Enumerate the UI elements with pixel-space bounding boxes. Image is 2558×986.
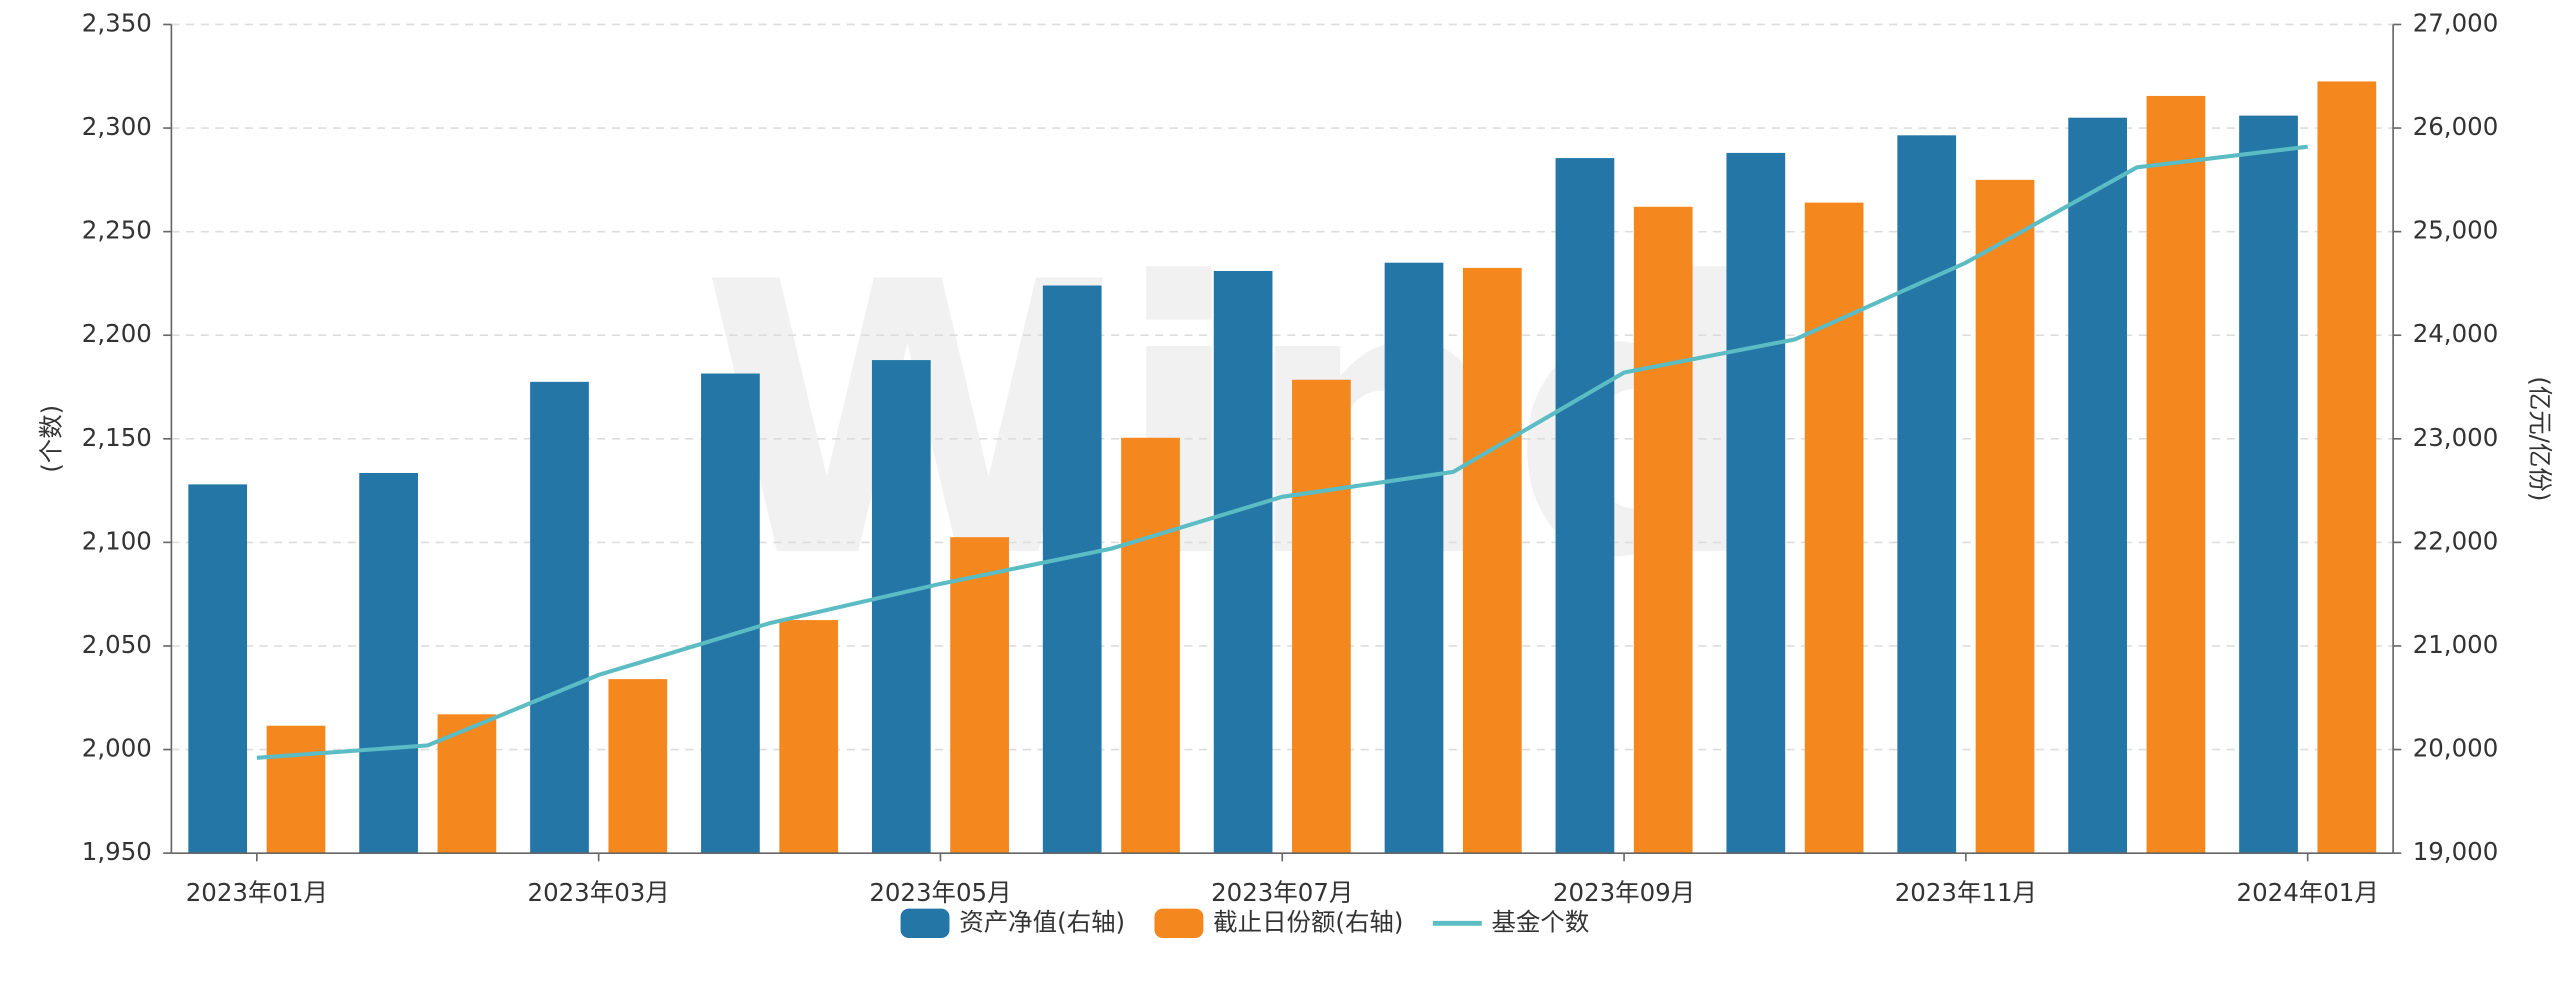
bar <box>871 360 931 854</box>
x-tick-label: 2023年07月 <box>1211 878 1353 907</box>
bar <box>2239 115 2298 854</box>
bar <box>1726 152 1786 854</box>
legend-swatch <box>1154 908 1204 938</box>
bar <box>359 472 418 854</box>
y-tick-label: 2,100 <box>82 526 152 555</box>
bar <box>1462 267 1522 854</box>
y-tick-label: 2,150 <box>82 423 152 452</box>
bar <box>1042 285 1102 854</box>
x-tick-label: 2023年05月 <box>869 878 1011 907</box>
legend-swatch <box>900 908 950 938</box>
bar <box>2317 81 2377 854</box>
bar <box>2068 117 2127 854</box>
y-tick-label: 2,300 <box>82 112 152 141</box>
x-tick-label: 2023年09月 <box>1553 878 1695 907</box>
bar <box>608 679 668 854</box>
bar <box>1897 135 1957 854</box>
y-tick-label: 2,200 <box>82 319 152 348</box>
bar <box>779 620 839 854</box>
bar <box>950 537 1009 854</box>
y2-tick-label: 21,000 <box>2413 630 2499 659</box>
bar <box>437 714 497 854</box>
bar <box>1213 270 1273 854</box>
y2-tick-label: 19,000 <box>2413 837 2499 866</box>
bar <box>701 373 760 854</box>
y2-tick-label: 25,000 <box>2413 216 2499 245</box>
y-tick-label: 1,950 <box>82 837 152 866</box>
y-tick-label: 2,000 <box>82 734 152 763</box>
bar <box>266 725 326 854</box>
x-tick-label: 2024年01月 <box>2237 878 2379 907</box>
legend-label: 资产净值(右轴) <box>959 907 1125 936</box>
bar <box>1633 206 1693 854</box>
x-tick-label: 2023年03月 <box>528 878 670 907</box>
y-tick-label: 2,050 <box>82 630 152 659</box>
y2-tick-label: 23,000 <box>2413 423 2499 452</box>
x-tick-label: 2023年01月 <box>186 878 328 907</box>
y2-axis-label: (亿元/亿份) <box>2525 376 2554 501</box>
y-tick-label: 2,350 <box>82 8 152 37</box>
bar <box>2146 95 2206 854</box>
x-tick-label: 2023年11月 <box>1895 878 2037 907</box>
y2-tick-label: 27,000 <box>2413 8 2499 37</box>
line <box>256 144 2308 760</box>
y2-tick-label: 24,000 <box>2413 319 2499 348</box>
legend-label: 截止日份额(右轴) <box>1213 907 1403 936</box>
y-axis-label: (个数) <box>36 405 65 473</box>
legend-label: 基金个数 <box>1492 907 1590 936</box>
y-tick-label: 2,250 <box>82 216 152 245</box>
bar <box>1121 437 1180 854</box>
bar <box>1975 179 2035 854</box>
y2-tick-label: 20,000 <box>2413 734 2499 763</box>
bar <box>530 381 589 854</box>
bar <box>188 484 248 854</box>
y2-tick-label: 22,000 <box>2413 526 2499 555</box>
bar <box>1555 158 1615 854</box>
bar <box>1804 202 1864 854</box>
y2-tick-label: 26,000 <box>2413 112 2499 141</box>
bar <box>1384 262 1444 854</box>
bar <box>1292 379 1351 854</box>
